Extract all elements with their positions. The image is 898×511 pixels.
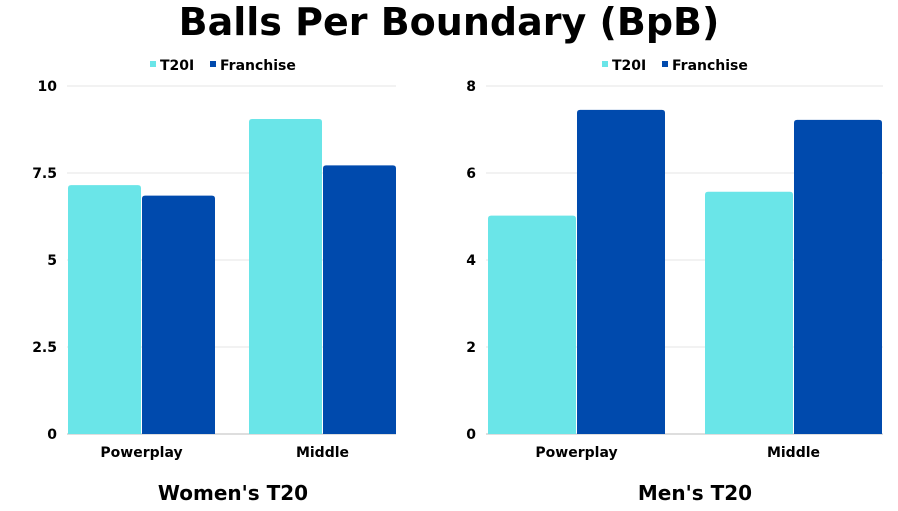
chart1-ytick-label: 7.5: [32, 166, 57, 182]
chart1-bar-t20i-middle: [249, 119, 322, 434]
chart2-legend-label-franchise: Franchise: [672, 58, 748, 74]
chart2-bar-franchise-powerplay: [577, 109, 665, 435]
chart2-ytick-label: 6: [466, 166, 476, 182]
chart1-ytick-label: 2.5: [32, 340, 57, 356]
chart2-legend-label-t20i: T20I: [612, 58, 646, 74]
chart2-xtick-label: Middle: [767, 445, 820, 461]
chart1-ytick-label: 0: [47, 427, 57, 443]
chart2-legend-swatch-franchise: [662, 61, 668, 67]
chart1-legend-swatch-t20i: [150, 61, 156, 67]
chart1-bar-franchise-powerplay: [142, 195, 215, 434]
chart1-legend-swatch-franchise: [210, 61, 216, 67]
chart1-xtick-label: Middle: [296, 445, 349, 461]
chart2-title: Men's T20: [638, 481, 752, 505]
chart2-bar-franchise-middle: [794, 119, 882, 435]
chart2-bar-t20i-middle: [705, 191, 793, 434]
chart1-ytick-label: 10: [38, 79, 58, 95]
chart1-bar-t20i-powerplay: [68, 185, 141, 434]
chart1-legend-label-t20i: T20I: [160, 58, 194, 74]
chart2-ytick-label: 8: [466, 79, 476, 95]
chart1-xtick-label: Powerplay: [100, 445, 182, 461]
chart2-ytick-label: 2: [466, 340, 476, 356]
chart1-ytick-label: 5: [47, 253, 57, 269]
main-title: Balls Per Boundary (BpB): [178, 0, 720, 44]
chart1-title: Women's T20: [158, 481, 308, 505]
chart2-legend-swatch-t20i: [602, 61, 608, 67]
chart2-bar-t20i-powerplay: [488, 215, 576, 434]
chart2-ytick-label: 4: [466, 253, 476, 269]
chart1-bar-franchise-middle: [323, 165, 396, 434]
chart1-legend-label-franchise: Franchise: [220, 58, 296, 74]
chart2-xtick-label: Powerplay: [535, 445, 617, 461]
chart2-ytick-label: 0: [466, 427, 476, 443]
